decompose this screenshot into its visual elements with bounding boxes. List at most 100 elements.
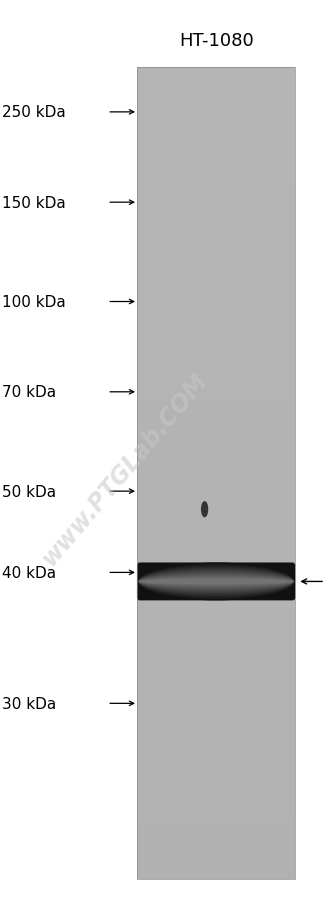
Ellipse shape [139, 577, 294, 586]
Bar [137, 315, 295, 319]
Ellipse shape [139, 579, 294, 584]
Bar [137, 518, 295, 522]
Bar [137, 737, 295, 741]
Bar [137, 209, 295, 214]
Bar [137, 112, 295, 116]
Bar [137, 696, 295, 701]
Bar [137, 412, 295, 417]
Bar [137, 591, 295, 595]
Bar [137, 680, 295, 685]
Bar [137, 108, 295, 112]
Bar [137, 563, 295, 566]
Bar [137, 161, 295, 165]
Bar [137, 214, 295, 217]
Bar [137, 234, 295, 238]
Bar [137, 149, 295, 152]
Bar [137, 802, 295, 806]
Bar [137, 603, 295, 607]
Bar [137, 704, 295, 709]
Bar [137, 267, 295, 271]
Bar [137, 388, 295, 392]
Bar [137, 186, 295, 189]
Bar [137, 863, 295, 867]
Bar [137, 79, 295, 84]
Bar [137, 676, 295, 680]
Bar [137, 717, 295, 721]
Bar [137, 542, 295, 547]
Bar [137, 404, 295, 409]
Bar [137, 842, 295, 847]
Bar [137, 721, 295, 725]
Bar [137, 222, 295, 226]
Bar [137, 769, 295, 774]
Bar [137, 851, 295, 855]
Bar [137, 774, 295, 778]
Bar [137, 823, 295, 826]
Bar [137, 599, 295, 603]
Bar [137, 238, 295, 242]
Bar [137, 766, 295, 769]
Bar [137, 287, 295, 290]
Bar [137, 246, 295, 250]
Bar [137, 307, 295, 311]
Bar [137, 100, 295, 104]
Ellipse shape [139, 568, 294, 595]
Bar [137, 124, 295, 128]
Bar [137, 587, 295, 591]
Ellipse shape [139, 575, 294, 589]
Bar [137, 709, 295, 713]
Bar [137, 68, 295, 72]
Bar [137, 790, 295, 794]
Bar [137, 428, 295, 433]
Bar [137, 615, 295, 620]
Bar [137, 782, 295, 786]
FancyBboxPatch shape [137, 563, 295, 601]
Bar [137, 754, 295, 758]
Bar [137, 194, 295, 198]
Bar [137, 498, 295, 502]
Bar [137, 72, 295, 76]
Bar [137, 181, 295, 185]
Bar [137, 355, 295, 360]
Bar [137, 693, 295, 696]
Bar [137, 652, 295, 657]
Bar [137, 725, 295, 729]
Text: 40 kDa: 40 kDa [2, 566, 56, 580]
Bar [137, 453, 295, 457]
Bar [137, 348, 295, 352]
Bar [137, 660, 295, 664]
Bar [137, 303, 295, 307]
Bar [137, 636, 295, 640]
Bar [137, 628, 295, 631]
Text: 30 kDa: 30 kDa [2, 696, 56, 711]
Bar [137, 750, 295, 754]
Text: 50 kDa: 50 kDa [2, 484, 56, 499]
Bar [137, 485, 295, 490]
Bar [137, 490, 295, 494]
Bar [137, 741, 295, 745]
Bar [137, 847, 295, 851]
Bar [137, 558, 295, 563]
Bar [137, 631, 295, 636]
Bar [137, 449, 295, 453]
Bar [137, 640, 295, 644]
Bar [137, 360, 295, 364]
Bar [137, 494, 295, 498]
Bar [137, 522, 295, 526]
Bar [137, 839, 295, 842]
Bar [137, 198, 295, 201]
Bar [137, 571, 295, 575]
Bar [137, 514, 295, 518]
Bar [137, 381, 295, 384]
Bar [137, 595, 295, 599]
Bar [137, 311, 295, 315]
Bar [137, 170, 295, 173]
Bar [137, 165, 295, 169]
Bar [137, 620, 295, 623]
Ellipse shape [139, 570, 294, 594]
Ellipse shape [139, 572, 294, 592]
Bar [137, 409, 295, 412]
Bar [137, 372, 295, 376]
Bar [137, 128, 295, 133]
Bar [137, 136, 295, 141]
